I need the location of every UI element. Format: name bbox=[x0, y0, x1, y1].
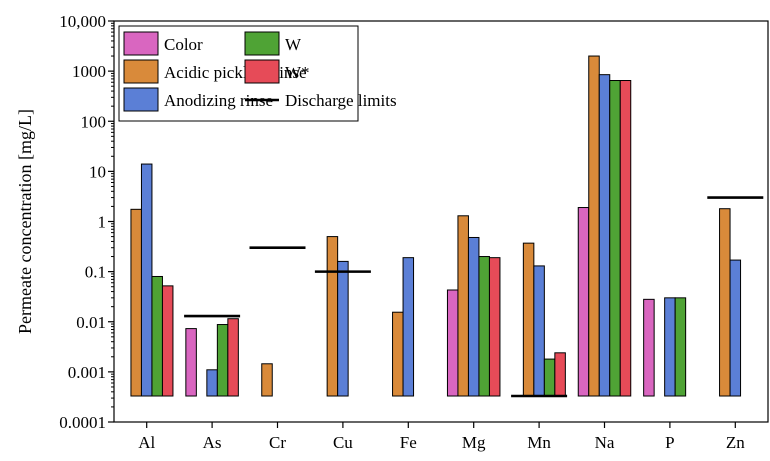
y-tick-label: 100 bbox=[81, 112, 107, 131]
bar-acidic-pickling-rinse-mn bbox=[522, 242, 535, 397]
bar-acidic-pickling-rinse-cr bbox=[261, 363, 273, 397]
bar-anodizing-rinse-fe bbox=[402, 257, 415, 397]
legend-swatch-w bbox=[244, 31, 280, 56]
legend-label-color: Color bbox=[164, 35, 203, 54]
bar-w-al bbox=[161, 285, 174, 397]
x-tick-label-fe: Fe bbox=[400, 433, 417, 452]
x-tick-label-mn: Mn bbox=[527, 433, 551, 452]
x-tick-label-as: As bbox=[203, 433, 222, 452]
legend-label-discharge-limits: Discharge limits bbox=[285, 91, 397, 110]
bar-w-mg bbox=[488, 257, 501, 397]
legend-swatch-anodizing-rinse bbox=[123, 87, 159, 112]
y-tick-label: 1 bbox=[98, 213, 107, 232]
y-axis-title: Permeate concentration [mg/L] bbox=[15, 109, 35, 334]
x-tick-label-al: Al bbox=[138, 433, 155, 452]
y-tick-label: 10,000 bbox=[59, 12, 106, 31]
x-tick-label-zn: Zn bbox=[726, 433, 745, 452]
bar-acidic-pickling-rinse-al bbox=[130, 208, 142, 397]
discharge-limit-lines bbox=[184, 196, 764, 398]
x-tick-label-p: P bbox=[665, 433, 674, 452]
bar-w-al bbox=[151, 275, 163, 397]
bar-w-as bbox=[216, 324, 229, 397]
bar-w-na bbox=[609, 80, 621, 397]
bar-color-p bbox=[643, 298, 655, 397]
bars bbox=[130, 55, 742, 397]
legend-swatch-color bbox=[123, 31, 159, 56]
axes: 0.0001 0.001 0.01 0.1 1 10 100 1000 10,000 Al As Cr… bbox=[59, 12, 745, 452]
bar-color-na bbox=[577, 207, 590, 397]
bar-anodizing-rinse-mn bbox=[533, 265, 545, 397]
y-tick-label: 0.0001 bbox=[59, 413, 106, 432]
y-tick-label: 0.001 bbox=[68, 363, 106, 382]
bar-w-p bbox=[674, 297, 687, 397]
legend-label-anodizing-rinse: Anodizing rinse bbox=[164, 91, 273, 110]
bar-anodizing-rinse-al bbox=[140, 163, 153, 397]
bar-anodizing-rinse-p bbox=[664, 297, 676, 397]
x-tick-label-mg: Mg bbox=[462, 433, 486, 452]
bar-color-mg bbox=[446, 289, 459, 397]
bar-anodizing-rinse-zn bbox=[729, 259, 742, 397]
bar-w-mn bbox=[543, 358, 556, 397]
legend-swatch-w bbox=[244, 59, 280, 84]
bar-color-as bbox=[185, 328, 197, 397]
bar-anodizing-rinse-cu bbox=[337, 260, 349, 397]
legend-label-w: W bbox=[285, 35, 302, 54]
bar-acidic-pickling-rinse-fe bbox=[392, 311, 404, 397]
y-tick-label: 0.01 bbox=[76, 313, 106, 332]
x-tick-label-na: Na bbox=[595, 433, 615, 452]
bar-w-mn bbox=[554, 352, 566, 397]
bar-anodizing-rinse-as bbox=[206, 369, 218, 397]
bar-w-na bbox=[619, 80, 632, 397]
y-tick-label: 0.1 bbox=[85, 263, 106, 282]
bar-acidic-pickling-rinse-zn bbox=[719, 208, 731, 397]
bar-anodizing-rinse-na bbox=[598, 74, 611, 397]
legend-box bbox=[118, 25, 359, 122]
y-tick-label: 1000 bbox=[72, 62, 106, 81]
x-tick-label-cu: Cu bbox=[333, 433, 353, 452]
legend-swatch-acidic-pickling-rinse bbox=[123, 59, 159, 84]
legend-label-w: W* bbox=[285, 63, 310, 82]
bar-acidic-pickling-rinse-na bbox=[588, 55, 600, 397]
bar-acidic-pickling-rinse-mg bbox=[457, 215, 469, 397]
bar-acidic-pickling-rinse-cu bbox=[326, 236, 339, 397]
bar-anodizing-rinse-mg bbox=[467, 236, 480, 397]
bar-w-mg bbox=[478, 256, 490, 397]
bar-w-as bbox=[227, 318, 239, 397]
x-tick-label-cr: Cr bbox=[269, 433, 286, 452]
y-tick-label: 10 bbox=[89, 162, 106, 181]
